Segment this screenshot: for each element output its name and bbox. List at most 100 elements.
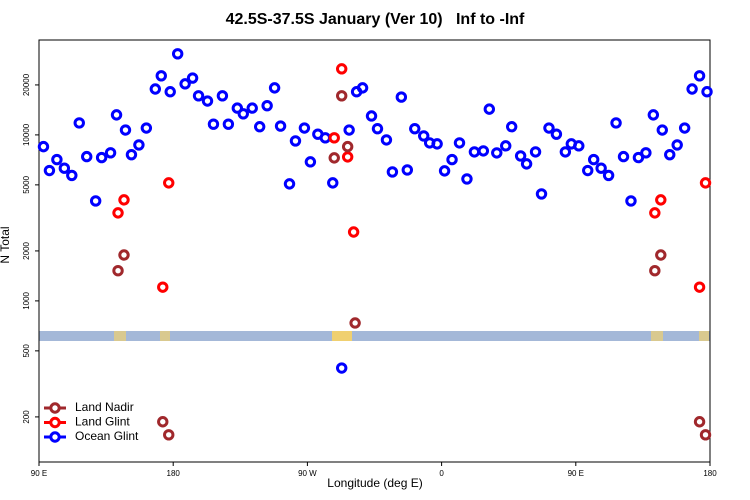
legend-label: Ocean Glint [75,429,139,443]
point [274,120,287,132]
point [343,124,355,136]
point [155,70,167,82]
point [289,135,302,147]
point [43,164,56,177]
point [671,139,683,151]
point [140,122,153,134]
point [431,138,443,150]
y-tick-label: 500 [22,344,31,358]
legend-marker [49,416,61,429]
point [699,429,712,441]
point [520,158,533,170]
x-tick-label: 180 [703,469,717,478]
plot-frame [38,39,711,463]
point [110,109,123,121]
point [543,122,555,134]
point [149,83,162,95]
point [656,124,668,136]
point [192,90,205,102]
point [81,150,93,163]
point [625,195,637,207]
point [304,156,317,168]
point [649,265,661,277]
point [559,146,572,158]
x-tick-label: 180 [167,469,181,478]
point [201,95,214,107]
point [37,140,50,153]
point [347,226,360,238]
point [386,166,399,178]
point [335,90,348,102]
point [164,86,176,98]
y-tick-label: 2000 [22,241,31,259]
y-axis-label: N Total [0,226,12,263]
point [319,132,331,144]
point [446,153,458,166]
point [483,103,496,115]
point [418,130,430,142]
point [632,151,645,164]
point [356,82,369,94]
point [298,122,311,134]
point [701,86,713,98]
point [89,195,102,207]
chart-title: 42.5S-37.5S January (Ver 10) Inf to -Inf [226,11,525,28]
point [157,416,169,428]
x-tick-label: 0 [439,469,444,478]
point [112,207,124,219]
point [409,122,421,135]
point [610,117,622,129]
y-tick-label: 10000 [22,123,31,146]
point [438,165,451,177]
point [51,153,63,166]
point [371,122,384,135]
point [693,70,706,82]
y-tick-label: 1000 [22,291,31,309]
point [693,416,706,428]
point [664,148,676,161]
y-tick-label: 20000 [22,73,31,96]
point [678,122,691,134]
point [112,265,124,277]
point [133,139,145,151]
point [231,102,244,114]
point [602,169,615,182]
point [380,134,393,146]
point [365,110,378,122]
point [468,146,481,158]
point [261,99,273,112]
legend-label: Land Glint [75,415,130,429]
point [222,118,235,130]
point [341,151,354,163]
legend-marker [49,431,61,443]
point [104,147,117,159]
surface-band [39,331,710,341]
point [500,140,512,152]
point [640,147,652,159]
y-tick-label: 200 [22,410,31,424]
point [328,132,340,144]
point [207,118,220,130]
point [125,148,138,161]
point [699,177,712,189]
point [327,177,339,189]
point [617,150,630,163]
point [119,124,132,136]
point [118,194,130,206]
x-tick-label: 90 E [568,469,584,478]
point [401,164,414,176]
point [491,147,503,159]
point [655,194,667,206]
point [171,48,184,60]
point [118,249,130,261]
point [157,281,169,293]
point [573,140,585,152]
point [505,121,518,133]
legend-label: Land Nadir [75,400,134,414]
point [647,109,660,121]
point [587,153,600,166]
point [66,169,78,182]
point [246,102,258,114]
x-tick-label: 90 E [31,469,47,478]
